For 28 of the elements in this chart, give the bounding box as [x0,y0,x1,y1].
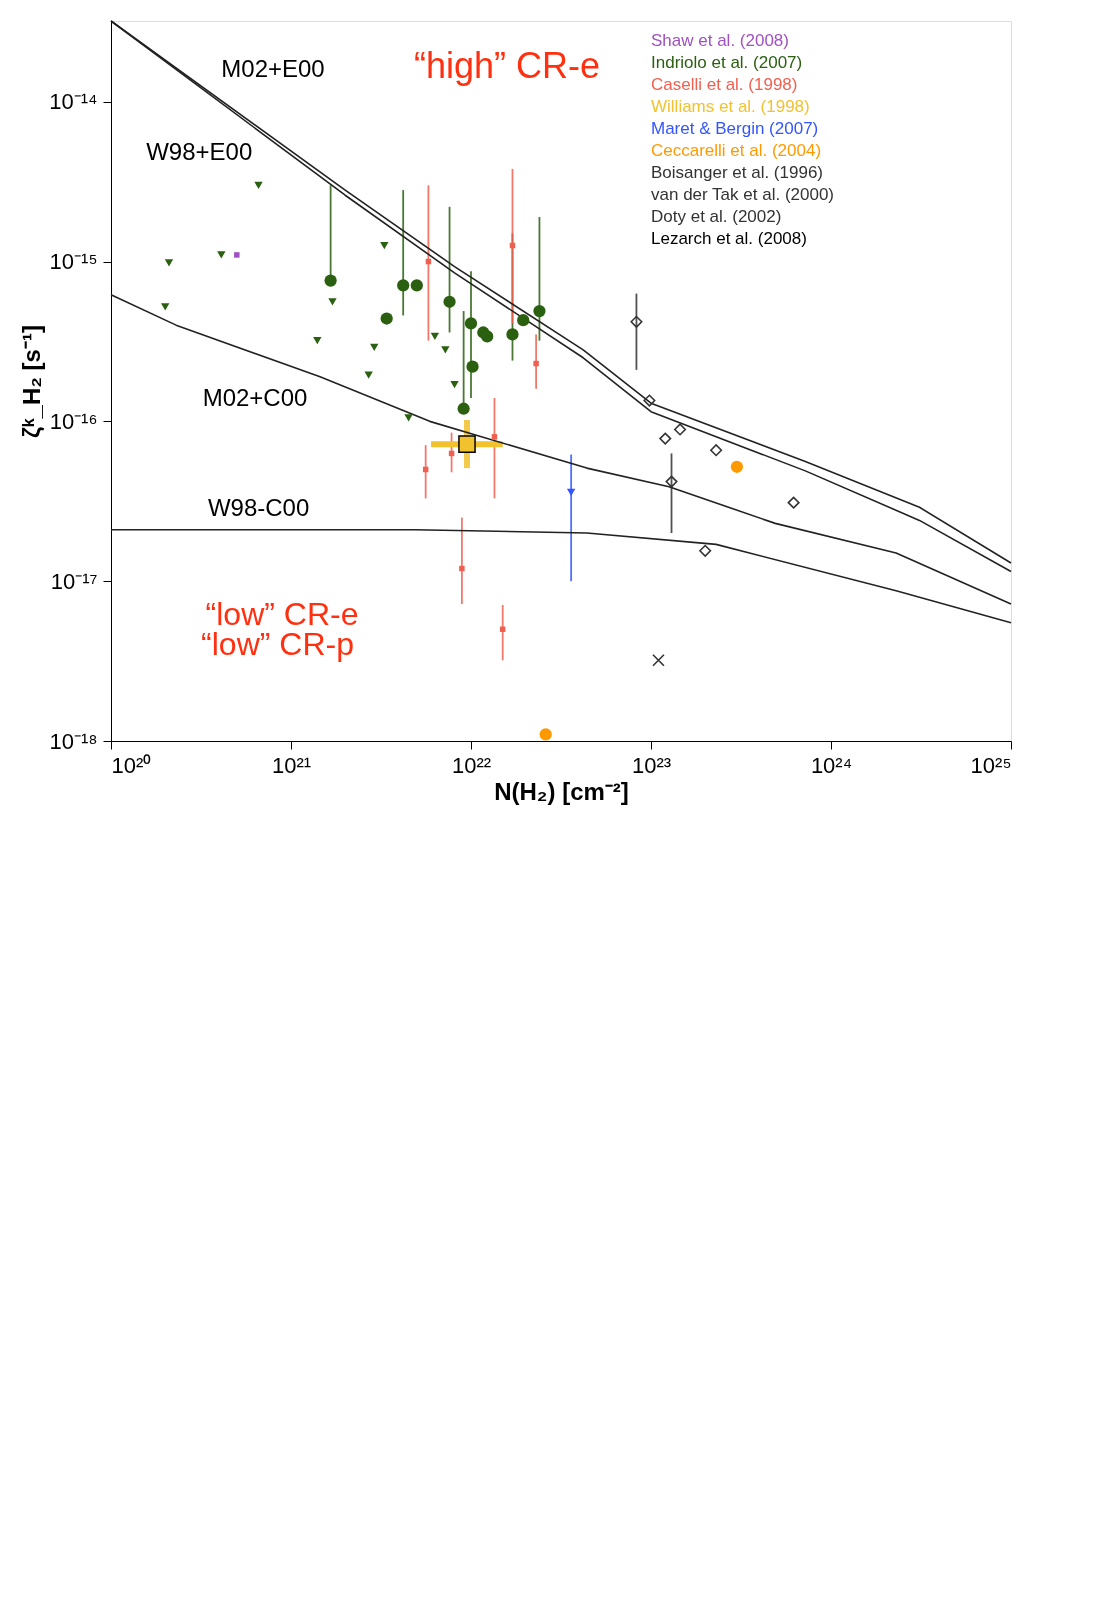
x-tick-label: 10²² [451,752,492,778]
x-tick-label: 10²⁴ [810,752,853,778]
annotation: M02+C00 [202,384,308,411]
text: Boisanger et al. (1996) [651,163,823,182]
x-axis-title: N(H₂) [cm⁻²] [494,777,629,805]
x-tick-label: 10²⁵ [970,752,1012,778]
text: van der Tak et al. (2000) [651,185,835,204]
y-tick-label: 10⁻¹⁵ [49,249,98,275]
y-tick-label: 10⁻¹⁷ [50,568,98,594]
y-tick-label: 10⁻¹⁴ [49,89,98,115]
annotation: “high” CR-e [413,45,601,87]
annotation: W98+E00 [146,137,253,165]
text: Doty et al. (2002) [651,207,782,226]
y-tick-label: 10⁻¹⁸ [49,728,98,754]
y-axis-title: ζᵏ_H₂ [s⁻¹] [18,325,46,438]
x-tick-label: 10²⁰ [111,752,152,778]
annotation: Lezarch et al. (2008) [651,229,807,248]
text: Indriolo et al. (2007) [651,53,803,72]
annotation: M02+E00 [221,54,325,82]
text: Ceccarelli et al. (2004) [651,141,822,160]
text: Williams et al. (1998) [651,97,810,116]
text: Caselli et al. (1998) [651,75,798,94]
annotation: W98-C00 [207,494,310,522]
text: Maret & Bergin (2007) [651,119,819,138]
x-tick-label: 10²³ [631,752,672,778]
text: Shaw et al. (2008) [651,31,789,50]
x-tick-label: 10²¹ [271,752,312,778]
y-tick-label: 10⁻¹⁶ [49,408,98,434]
